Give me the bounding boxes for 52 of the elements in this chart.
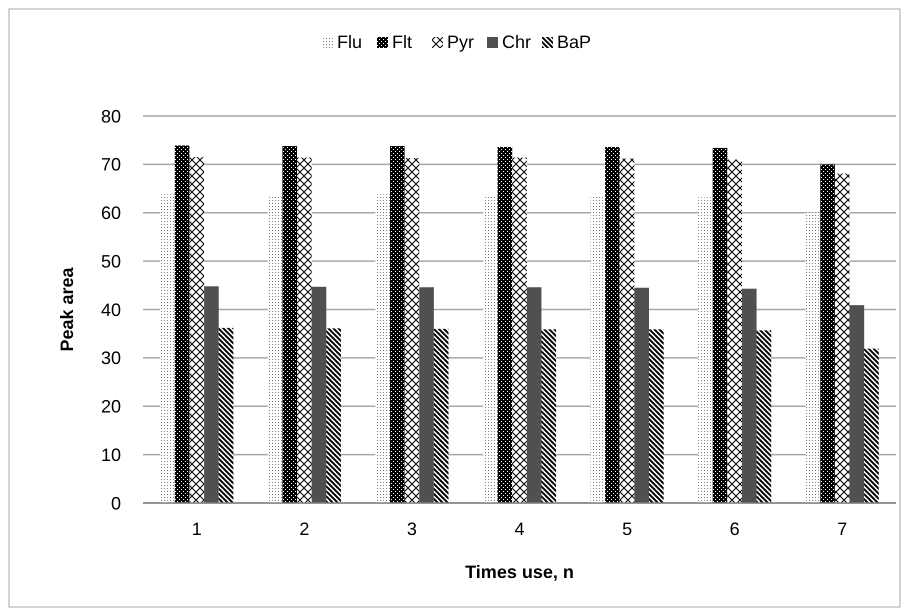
- bar: [605, 146, 620, 503]
- x-tick-label: 4: [514, 519, 525, 539]
- bar: [174, 146, 190, 503]
- y-tick-label: 20: [100, 396, 121, 417]
- bar: [850, 305, 864, 503]
- bar: [712, 148, 728, 503]
- bar: [649, 329, 664, 503]
- bar: [634, 288, 650, 503]
- y-tick-label: 40: [100, 300, 121, 320]
- y-tick-label: 50: [100, 251, 121, 272]
- bar: [820, 164, 835, 503]
- bar: [297, 158, 312, 503]
- legend-label: BaP: [557, 32, 592, 52]
- bar: [541, 329, 556, 503]
- legend-label: Flu: [337, 32, 362, 52]
- bar: [834, 174, 850, 503]
- bar: [498, 146, 512, 503]
- y-tick-label: 80: [100, 106, 121, 126]
- x-tick-label: 1: [192, 519, 202, 539]
- bar: [419, 287, 434, 503]
- bar: [218, 328, 234, 503]
- y-tick-label: 10: [100, 444, 121, 465]
- bar: [756, 330, 772, 503]
- x-tick-label: 3: [406, 519, 417, 539]
- bar: [512, 158, 527, 503]
- y-tick-label: 60: [100, 203, 121, 224]
- y-tick-label: 30: [100, 348, 121, 368]
- bar: [742, 288, 757, 503]
- bar: [282, 146, 298, 503]
- legend-label: Flt: [392, 32, 412, 52]
- bar: [204, 286, 219, 503]
- bar: [806, 212, 820, 503]
- y-axis-title: Peak area: [57, 266, 77, 352]
- bar: [326, 328, 341, 503]
- bar: [620, 158, 634, 503]
- legend-label: Chr: [502, 32, 532, 52]
- x-tick-label: 7: [837, 519, 848, 539]
- x-axis-title: Times use, n: [465, 562, 574, 582]
- bar: [390, 146, 405, 503]
- x-tick-label: 5: [622, 519, 632, 539]
- bar: [189, 157, 204, 503]
- bar: [864, 348, 879, 503]
- bar: [404, 158, 420, 503]
- y-tick-label: 0: [110, 493, 121, 514]
- y-tick-label: 70: [100, 154, 121, 175]
- bar: [526, 287, 542, 503]
- bar: [727, 160, 742, 503]
- x-tick-label: 2: [299, 519, 310, 539]
- bar: [434, 328, 449, 503]
- x-tick-label: 6: [730, 519, 740, 539]
- bar: [312, 286, 326, 503]
- legend-label: Pyr: [447, 32, 474, 52]
